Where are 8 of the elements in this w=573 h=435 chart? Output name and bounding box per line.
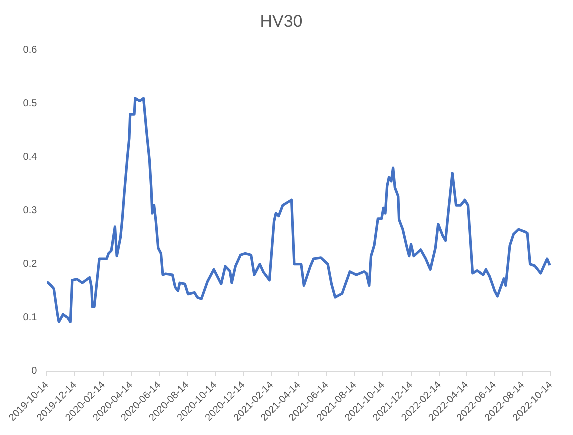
chart-title: HV30 (260, 12, 303, 31)
y-tick-label: 0.3 (23, 206, 38, 217)
y-tick-label: 0.2 (23, 259, 38, 270)
y-tick-label: 0.6 (23, 45, 38, 56)
y-tick-label: 0 (32, 366, 38, 378)
y-tick-label: 0.4 (23, 152, 38, 164)
y-tick-label: 0.1 (23, 312, 38, 324)
y-tick-label: 0.5 (23, 98, 38, 110)
